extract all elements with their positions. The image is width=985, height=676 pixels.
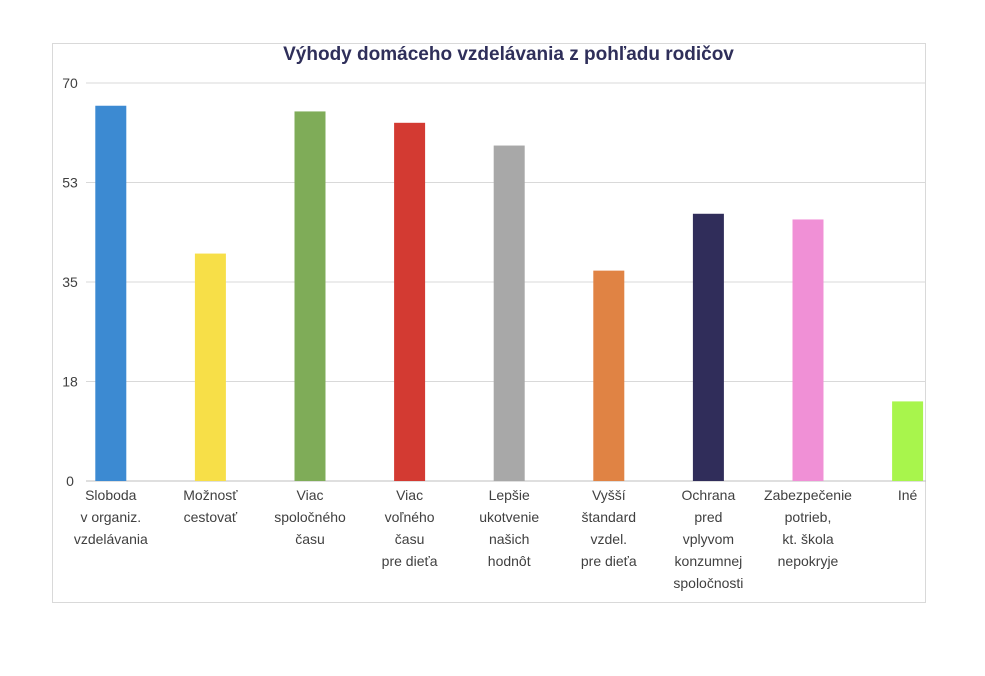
x-category-label: Zabezpečenie potrieb, kt. škola nepokryje [764, 487, 852, 569]
bar [593, 270, 625, 481]
bar [792, 219, 824, 481]
x-category-label: Ochrana pred vplyvom konzumnej spoločnosti [673, 487, 743, 591]
bar [493, 145, 525, 482]
y-tick-label: 0 [66, 473, 74, 489]
x-category-label: Vyšší štandard vzdel. pre dieťa [581, 487, 637, 569]
x-category-label: Sloboda v organiz. vzdelávania [74, 487, 148, 547]
x-category-label: Iné [898, 487, 918, 503]
y-tick-label: 53 [62, 175, 78, 191]
x-category-label: Možnosť cestovať [183, 487, 238, 525]
x-category-label: Lepšie ukotvenie našich hodnôt [479, 487, 539, 569]
y-tick-label: 18 [62, 374, 78, 390]
chart-title: Výhody domáceho vzdelávania z pohľadu ro… [283, 44, 734, 65]
y-tick-label: 35 [62, 274, 78, 290]
bar [692, 213, 724, 481]
y-tick-label: 70 [62, 75, 78, 91]
bar [892, 401, 924, 481]
bar [294, 111, 326, 481]
bar [394, 122, 426, 482]
x-category-label: Viac spoločného času [274, 487, 346, 547]
x-category-label: Viac voľného času pre dieťa [382, 487, 438, 569]
chart-frame [52, 43, 926, 603]
bar [95, 105, 127, 481]
bar [194, 253, 226, 481]
